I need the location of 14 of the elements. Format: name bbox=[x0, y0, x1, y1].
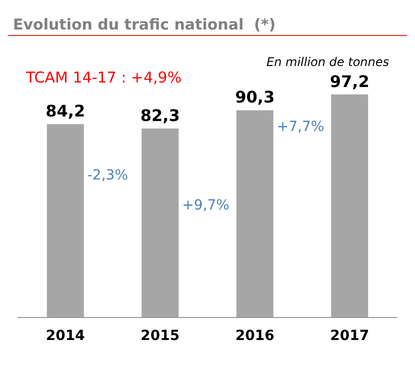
x-tick-label: 2017 bbox=[330, 328, 370, 344]
annotation: +7,7% bbox=[276, 119, 324, 136]
data-label: 82,3 bbox=[140, 106, 180, 126]
x-tick-label: 2016 bbox=[235, 328, 274, 344]
chart-title: Evolution du trafic national (*) bbox=[13, 16, 276, 34]
text: TCAM 14-17 : +4,9% bbox=[25, 68, 182, 86]
text: En million de tonnes bbox=[266, 55, 390, 69]
data-label: 84,2 bbox=[46, 102, 86, 121]
x-tick-label: 2014 bbox=[46, 328, 86, 344]
annotation: -2,3% bbox=[87, 168, 128, 184]
data-label: 97,2 bbox=[330, 72, 370, 91]
annotation: +9,7% bbox=[182, 198, 230, 214]
data-label: 90,3 bbox=[235, 88, 275, 107]
x-tick-label: 2015 bbox=[140, 328, 180, 344]
